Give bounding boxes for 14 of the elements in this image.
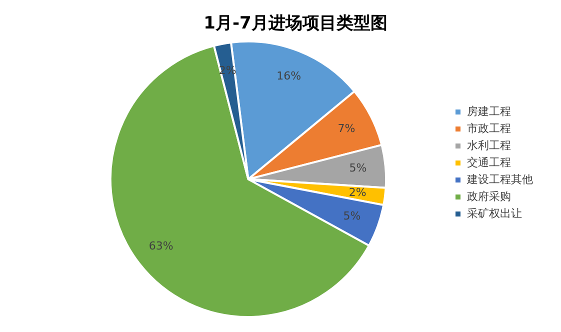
data-label: 7% xyxy=(338,122,356,136)
data-label: 16% xyxy=(276,70,302,83)
data-label: 63% xyxy=(148,240,174,253)
data-label: 2% xyxy=(348,186,366,199)
legend-label: 政府采购 xyxy=(467,190,511,203)
data-label: 5% xyxy=(349,162,367,175)
legend-label: 采矿权出让 xyxy=(467,206,522,220)
legend-label: 建设工程其他 xyxy=(466,172,533,186)
legend-label: 交通工程 xyxy=(467,156,511,169)
legend-label: 水利工程 xyxy=(467,138,511,152)
legend-label: 市政工程 xyxy=(467,122,511,135)
data-label: 5% xyxy=(343,209,361,222)
chart-title: 1月-7月进场项目类型图 xyxy=(204,14,388,34)
legend-label: 房建工程 xyxy=(467,104,511,118)
